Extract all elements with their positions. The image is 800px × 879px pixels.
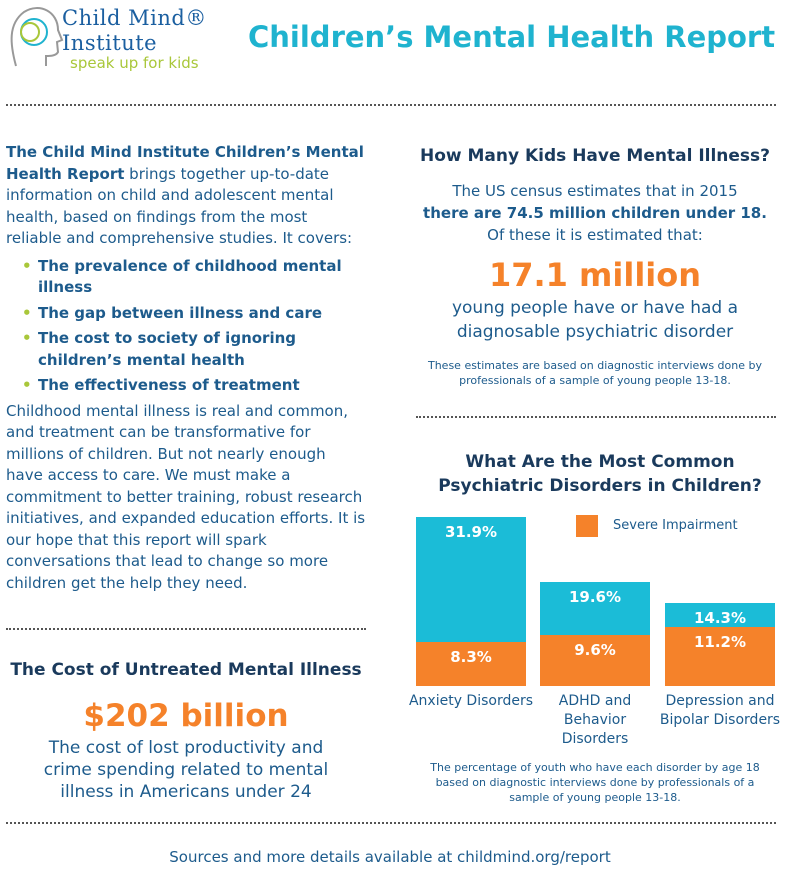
divider [6, 628, 366, 630]
bar-severe: 8.3% [416, 642, 526, 686]
category-label: ADHD and Behavior Disorders [558, 693, 632, 747]
kids-note: These estimates are based on diagnostic … [427, 359, 762, 387]
divider [6, 104, 776, 106]
kids-description: young people have or have had a diagnosa… [451, 298, 739, 342]
census-line-3: Of these it is estimated that: [487, 226, 703, 244]
bullet-item: The cost to society of ignoring children… [6, 328, 366, 371]
legend-swatch [576, 515, 598, 537]
divider [416, 416, 776, 418]
kids-heading: How Many Kids Have Mental Illness? [419, 146, 771, 166]
head-logo-icon [10, 7, 64, 67]
cost-description: The cost of lost productivity and crime … [43, 738, 329, 802]
legend-label: Severe Impairment [613, 518, 738, 533]
census-line-bold: there are 74.5 million children under 18… [423, 204, 767, 222]
footer-sources: Sources and more details available at ch… [169, 848, 611, 866]
bar-severe: 9.6% [540, 635, 650, 686]
logo-name: Child Mind® [62, 6, 207, 30]
kids-count: 17.1 million [488, 256, 702, 294]
bar-total: 14.3% [665, 602, 775, 627]
page-title: Children’s Mental Health Report [248, 20, 776, 54]
logo-tagline: speak up for kids [70, 54, 199, 72]
intro-section: The Child Mind Institute Children’s Ment… [6, 142, 366, 594]
cost-heading: The Cost of Untreated Mental Illness [10, 660, 362, 680]
bullet-item: The effectiveness of treatment [6, 375, 366, 397]
bar-severe: 11.2% [665, 626, 775, 686]
cost-amount: $202 billion [83, 698, 289, 734]
bullet-item: The prevalence of childhood mental illne… [6, 256, 366, 299]
bar-total: 31.9% [416, 516, 526, 642]
intro-body: Childhood mental illness is real and com… [6, 401, 366, 592]
category-label: Depression and Bipolar Disorders [659, 693, 781, 728]
divider [6, 822, 776, 824]
intro-lead-rest: brings together up-to-date information o… [6, 164, 353, 248]
intro-lead: The Child Mind Institute Children’s Ment… [6, 143, 364, 183]
category-label: Anxiety Disorders [408, 693, 534, 709]
bullet-item: The gap between illness and care [6, 303, 366, 325]
bar-total: 19.6% [540, 582, 650, 636]
chart-caption: The percentage of youth who have each di… [430, 761, 760, 804]
chart-title: What Are the Most Common Psychiatric Dis… [438, 452, 762, 496]
census-line: The US census estimates that in 2015 [452, 182, 738, 200]
logo-name-2: Institute [62, 31, 158, 55]
